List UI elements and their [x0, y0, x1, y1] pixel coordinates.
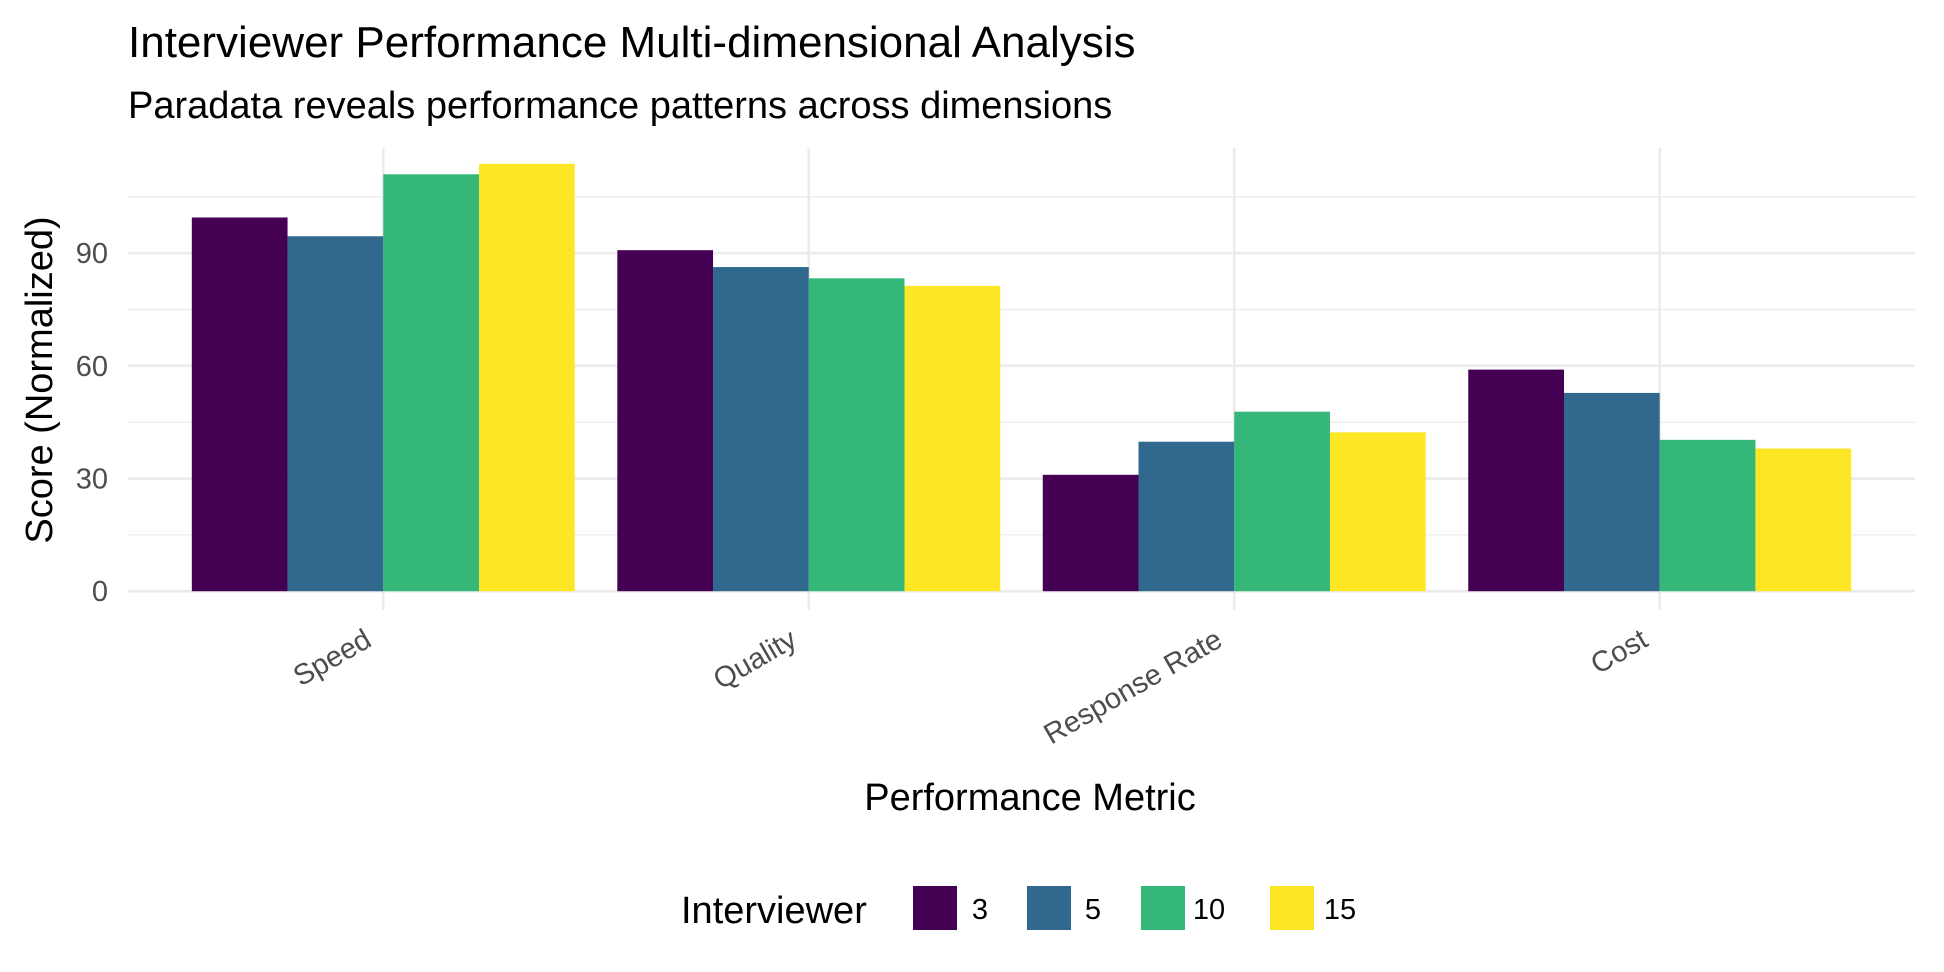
legend-key: [1141, 886, 1185, 930]
legend-key: [1027, 886, 1071, 930]
x-tick-label: Response Rate: [1039, 623, 1228, 751]
x-tick-label: Quality: [708, 623, 803, 696]
bar: [1563, 392, 1660, 592]
legend-label: 5: [1085, 894, 1101, 926]
bars: [191, 163, 1852, 592]
y-axis-ticks: 0 30 60 90: [76, 238, 108, 608]
bar: [808, 278, 905, 592]
x-tick-label: Cost: [1586, 623, 1654, 681]
y-tick-label: 0: [92, 576, 108, 608]
bar: [287, 236, 384, 592]
y-tick-label: 60: [76, 351, 108, 383]
bar: [713, 267, 809, 592]
y-axis-title: Score (Normalized): [19, 216, 61, 543]
bar: [1234, 411, 1330, 592]
legend-label: 15: [1324, 894, 1356, 926]
x-axis-title: Performance Metric: [864, 777, 1196, 819]
bar: [904, 285, 1001, 592]
legend: Interviewer 3 5 10 15: [681, 886, 1356, 932]
x-tick-label: Speed: [288, 623, 377, 693]
legend-key: [913, 886, 957, 930]
legend-key: [1270, 886, 1314, 930]
legend-label: 10: [1193, 894, 1225, 926]
legend-label: 3: [972, 894, 988, 926]
bar: [1659, 439, 1756, 592]
bar: [191, 217, 288, 592]
bar: [1138, 441, 1235, 592]
bar: [1329, 432, 1426, 592]
chart-title: Interviewer Performance Multi-dimensiona…: [128, 18, 1136, 67]
bar: [1468, 369, 1564, 592]
y-tick-label: 30: [76, 464, 108, 496]
legend-title: Interviewer: [681, 890, 867, 932]
bar: [617, 250, 714, 592]
y-tick-label: 90: [76, 238, 108, 270]
x-axis-ticks: Speed Quality Response Rate Cost: [288, 623, 1653, 751]
bar: [479, 163, 575, 592]
bar: [383, 174, 480, 592]
bar: [1042, 474, 1139, 592]
bar: [1755, 448, 1852, 592]
chart-subtitle: Paradata reveals performance patterns ac…: [128, 85, 1112, 127]
